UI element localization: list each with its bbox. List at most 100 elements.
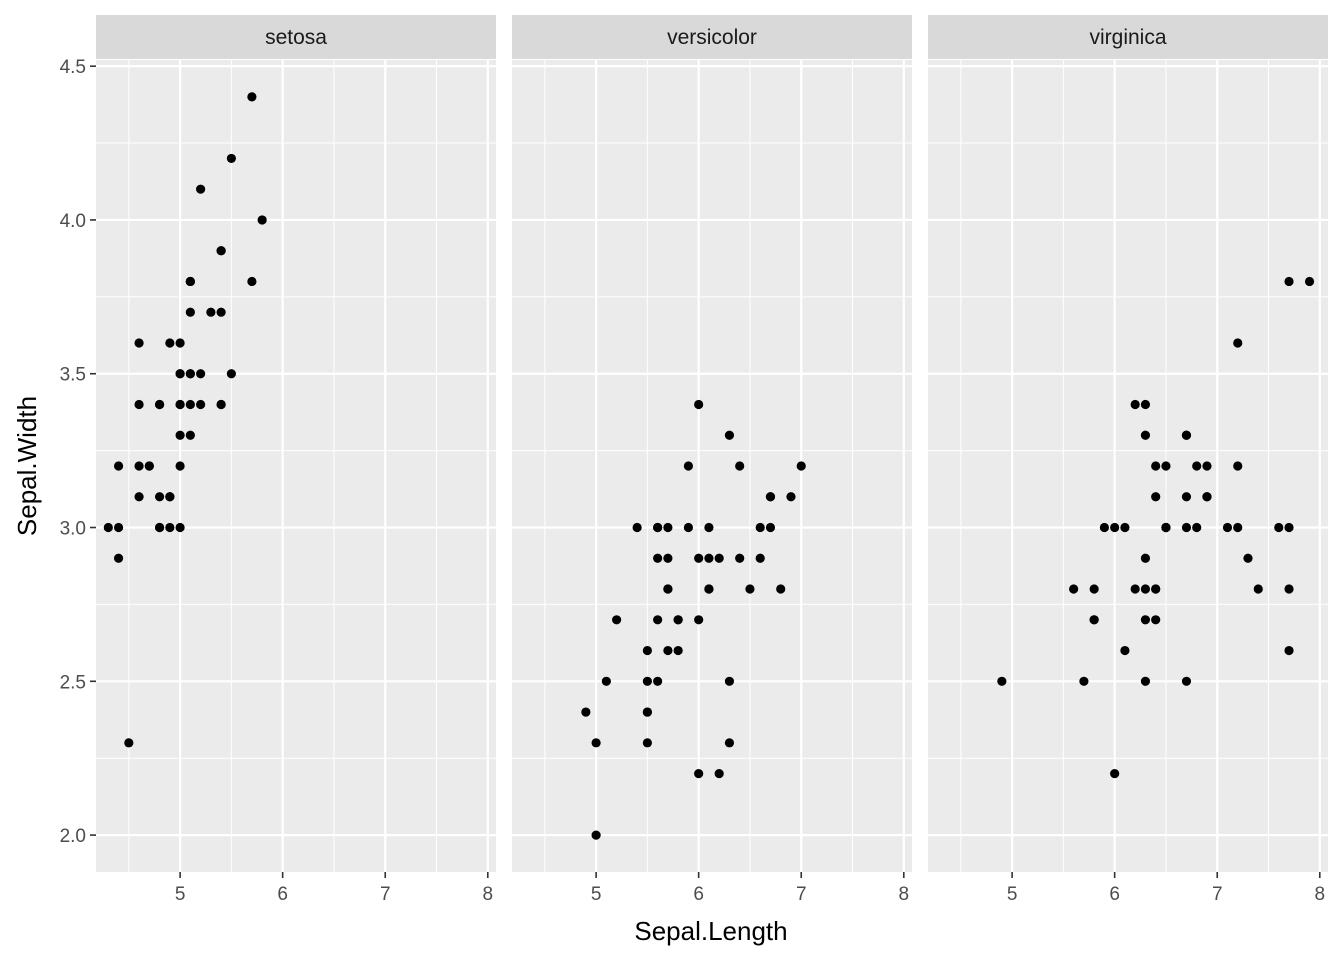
data-point xyxy=(1140,553,1151,563)
data-point xyxy=(776,584,786,594)
data-point xyxy=(653,522,663,533)
data-point xyxy=(124,738,134,748)
panel-background xyxy=(96,60,496,872)
data-point xyxy=(1181,492,1192,502)
data-point xyxy=(1284,522,1294,533)
data-point xyxy=(175,369,185,379)
data-point xyxy=(1089,584,1099,594)
data-point xyxy=(185,307,195,317)
data-point xyxy=(1140,676,1151,686)
y-tick-label: 3.0 xyxy=(60,519,86,540)
data-point xyxy=(673,615,683,625)
data-point xyxy=(1233,338,1243,348)
data-point xyxy=(642,645,652,656)
x-tick-label: 6 xyxy=(1109,884,1120,905)
data-point xyxy=(113,461,124,471)
data-point xyxy=(1089,615,1099,625)
data-point xyxy=(704,553,714,563)
data-point xyxy=(765,492,776,502)
data-point xyxy=(724,430,735,440)
data-point xyxy=(694,615,704,625)
facet-strip-label: versicolor xyxy=(667,26,757,49)
data-point xyxy=(1069,584,1079,594)
data-point xyxy=(694,768,704,779)
x-tick-label: 5 xyxy=(591,884,602,905)
data-point xyxy=(154,492,165,502)
data-point xyxy=(1181,676,1192,686)
data-point xyxy=(144,461,154,471)
data-point xyxy=(601,676,611,686)
data-point xyxy=(216,399,226,410)
data-point xyxy=(134,461,144,471)
data-point xyxy=(113,522,124,533)
data-point xyxy=(1161,461,1171,471)
data-point xyxy=(257,215,267,225)
data-point xyxy=(786,492,796,502)
x-axis-versicolor: 5 6 7 8 xyxy=(591,872,909,905)
data-point xyxy=(1181,522,1192,533)
data-point xyxy=(673,645,683,656)
data-point xyxy=(694,553,704,563)
facet-strip-label: virginica xyxy=(1089,26,1166,49)
facet-points xyxy=(103,92,267,748)
data-point xyxy=(175,522,185,533)
data-point xyxy=(745,584,755,594)
data-point xyxy=(1099,522,1110,533)
data-point xyxy=(1202,492,1212,502)
data-point xyxy=(1110,768,1120,779)
data-point xyxy=(755,553,765,563)
data-point xyxy=(1284,584,1294,594)
facet-setosa: setosa 5 6 7 8 xyxy=(96,15,496,905)
data-point xyxy=(1120,645,1130,656)
data-point xyxy=(1202,461,1212,471)
y-axis-title: Sepal.Width xyxy=(12,396,42,536)
x-axis-virginica: 5 6 7 8 xyxy=(1007,872,1325,905)
data-point xyxy=(134,399,144,410)
data-point xyxy=(704,584,714,594)
data-point xyxy=(581,707,591,717)
data-point xyxy=(632,522,642,533)
data-point xyxy=(216,246,226,256)
y-tick-label: 4.0 xyxy=(60,211,86,232)
x-tick-label: 6 xyxy=(277,884,288,905)
data-point xyxy=(612,615,622,625)
data-point xyxy=(1222,522,1233,533)
data-point xyxy=(1233,522,1243,533)
data-point xyxy=(704,522,714,533)
data-point xyxy=(714,553,724,563)
y-axis: 2.0 2.5 3.0 3.5 4.0 4.5 xyxy=(60,57,96,847)
data-point xyxy=(154,522,165,533)
data-point xyxy=(154,399,165,410)
x-axis-title: Sepal.Length xyxy=(634,916,787,946)
data-point xyxy=(1233,461,1243,471)
data-point xyxy=(1130,584,1140,594)
data-point xyxy=(1110,522,1120,533)
data-point xyxy=(714,768,724,779)
x-tick-label: 6 xyxy=(693,884,704,905)
data-point xyxy=(1151,492,1161,502)
data-point xyxy=(663,522,673,533)
data-point xyxy=(683,522,694,533)
data-point xyxy=(663,645,673,656)
y-tick-label: 4.5 xyxy=(60,57,86,78)
data-point xyxy=(185,430,195,440)
data-point xyxy=(103,522,113,533)
panel-background xyxy=(928,60,1328,872)
data-point xyxy=(1151,615,1161,625)
x-tick-label: 5 xyxy=(175,884,186,905)
data-point xyxy=(653,553,663,563)
panel-grid xyxy=(512,60,912,872)
data-point xyxy=(196,369,206,379)
data-point xyxy=(1120,522,1130,533)
data-point xyxy=(226,369,236,379)
data-point xyxy=(653,676,663,686)
data-point xyxy=(113,553,124,563)
data-point xyxy=(175,461,185,471)
data-point xyxy=(997,676,1007,686)
facet-strip xyxy=(512,15,912,59)
x-tick-label: 7 xyxy=(380,884,391,905)
data-point xyxy=(1243,553,1253,563)
data-point xyxy=(724,676,735,686)
data-point xyxy=(755,522,765,533)
facet-points xyxy=(581,399,806,840)
